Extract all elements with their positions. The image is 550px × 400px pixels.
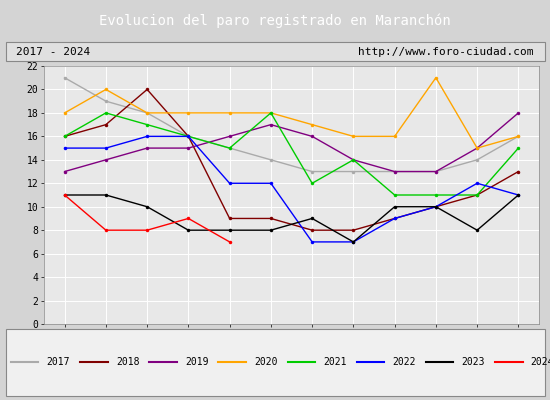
Text: 2017 - 2024: 2017 - 2024	[16, 47, 91, 57]
Text: Evolucion del paro registrado en Maranchón: Evolucion del paro registrado en Maranch…	[99, 14, 451, 28]
Text: 2020: 2020	[254, 357, 278, 367]
Text: 2024: 2024	[531, 357, 550, 367]
Text: 2019: 2019	[185, 357, 208, 367]
FancyBboxPatch shape	[6, 329, 544, 396]
Text: 2023: 2023	[461, 357, 485, 367]
Text: http://www.foro-ciudad.com: http://www.foro-ciudad.com	[358, 47, 534, 57]
Text: 2022: 2022	[393, 357, 416, 367]
Text: 2017: 2017	[47, 357, 70, 367]
Text: 2018: 2018	[116, 357, 139, 367]
FancyBboxPatch shape	[6, 42, 544, 61]
Text: 2021: 2021	[323, 357, 347, 367]
